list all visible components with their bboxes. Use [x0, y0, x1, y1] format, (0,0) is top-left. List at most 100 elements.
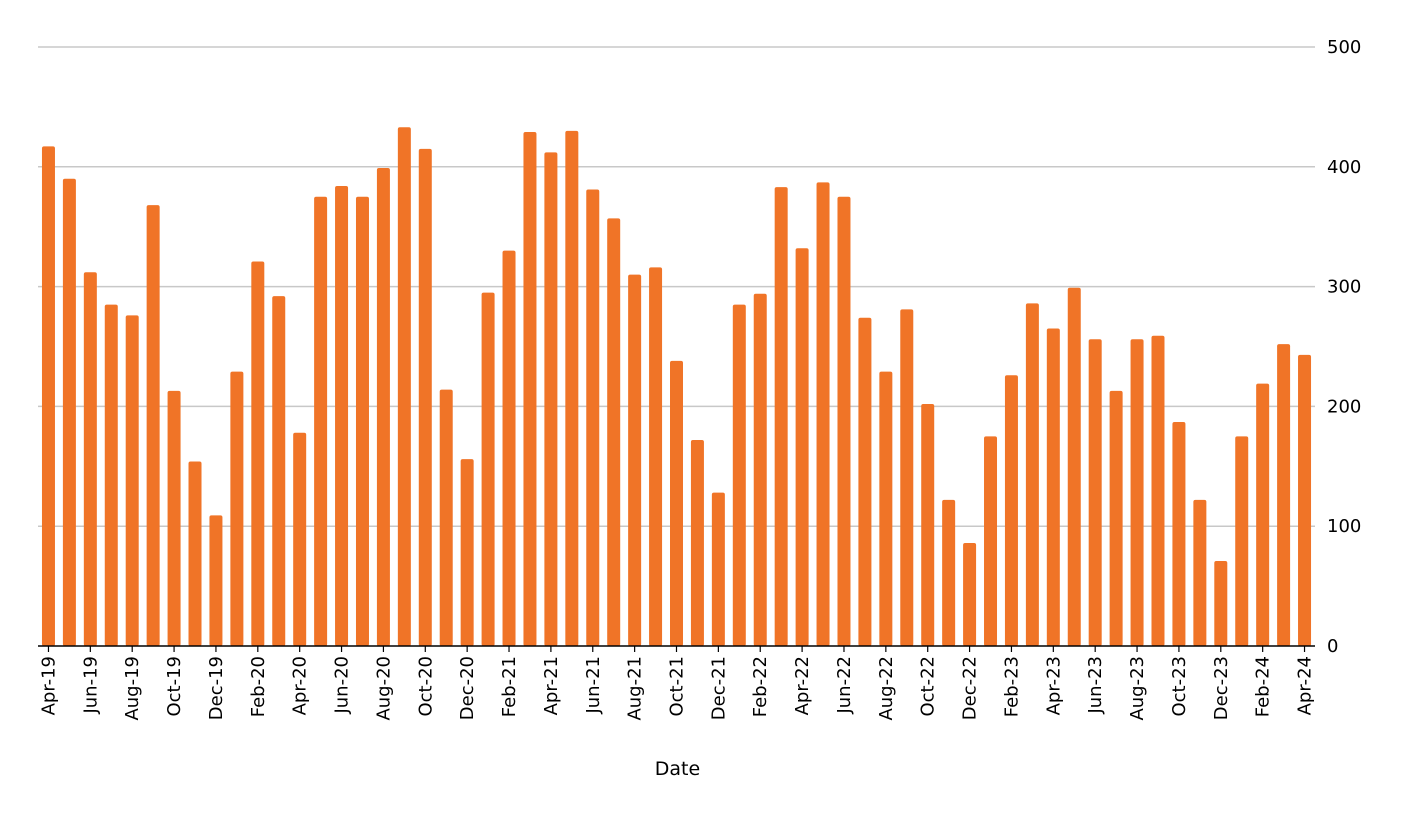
bar-Apr-22 [795, 248, 809, 647]
y-tick-label: 100 [1327, 516, 1361, 537]
x-tick-label: Apr-24 [1295, 656, 1316, 715]
bar-Nov-19 [188, 461, 202, 646]
bar-Feb-24 [1256, 383, 1270, 646]
y-tick-label: 500 [1327, 37, 1361, 58]
bar-Jan-23 [984, 436, 998, 646]
x-axis-title: Date [655, 758, 700, 780]
x-tick-label: Jun-19 [80, 656, 101, 715]
bar-Nov-22 [942, 499, 956, 646]
bar-Sep-20 [397, 127, 411, 647]
bar-Mar-20 [272, 296, 286, 646]
x-tick-label: Dec-22 [960, 656, 981, 720]
bar-Apr-24 [1298, 354, 1312, 646]
x-tick-label: Oct-19 [164, 656, 185, 717]
bar-Sep-19 [146, 205, 160, 647]
y-tick-label: 400 [1327, 157, 1361, 178]
bar-Aug-20 [376, 167, 390, 647]
x-tick-label: Aug-23 [1127, 656, 1148, 721]
x-tick-label: Oct-21 [667, 656, 688, 717]
bar-Jan-24 [1235, 436, 1249, 646]
bar-Feb-20 [251, 261, 265, 646]
bar-Jun-21 [586, 189, 600, 646]
bar-Jul-21 [607, 218, 621, 646]
bar-Jun-20 [335, 185, 349, 646]
bar-Dec-21 [711, 492, 725, 646]
bar-Dec-22 [963, 542, 977, 646]
bar-Jul-20 [355, 196, 369, 646]
bar-Jul-23 [1109, 390, 1123, 646]
y-tick-label: 300 [1327, 277, 1361, 298]
x-tick-label: Dec-19 [206, 656, 227, 720]
bar-May-23 [1067, 287, 1081, 646]
bar-Nov-23 [1193, 499, 1207, 646]
x-tick-label: Aug-20 [373, 656, 394, 721]
x-tick-label: Apr-20 [290, 656, 311, 715]
x-tick-label: Oct-23 [1169, 656, 1190, 717]
x-tick-label: Feb-20 [248, 656, 269, 717]
bar-May-22 [816, 182, 830, 646]
x-tick-label: Feb-23 [1001, 656, 1022, 717]
bar-Jan-22 [732, 304, 746, 646]
bar-Oct-23 [1172, 421, 1186, 646]
bar-Jun-23 [1088, 339, 1102, 646]
x-tick-label: Apr-19 [38, 656, 59, 715]
x-tick-label: Apr-22 [792, 656, 813, 715]
bar-Mar-23 [1025, 303, 1039, 646]
bar-Nov-20 [439, 389, 453, 646]
bar-Apr-23 [1046, 328, 1060, 646]
bars [41, 127, 1312, 647]
x-tick-label: Dec-20 [457, 656, 478, 720]
x-tick-label: Dec-21 [708, 656, 729, 720]
x-tick-label: Jun-22 [834, 656, 855, 715]
bar-May-20 [314, 196, 328, 646]
bar-Sep-21 [649, 267, 663, 646]
y-tick-label: 200 [1327, 396, 1361, 417]
bar-May-19 [62, 178, 76, 646]
bar-Oct-19 [167, 390, 181, 646]
bar-Jun-19 [83, 272, 97, 646]
bar-Jan-20 [230, 371, 244, 646]
x-tick-label: Feb-24 [1253, 656, 1274, 717]
bar-Apr-19 [41, 146, 55, 646]
x-tick-label: Feb-21 [499, 656, 520, 717]
bar-Apr-20 [293, 432, 307, 646]
bar-Feb-21 [502, 250, 516, 646]
x-tick-label: Aug-21 [625, 656, 646, 721]
bar-Jun-22 [837, 196, 851, 646]
y-tick-label: 0 [1327, 636, 1338, 657]
bar-Dec-23 [1214, 560, 1228, 646]
x-tick-label: Jun-21 [583, 656, 604, 715]
x-tick-label: Apr-23 [1043, 656, 1064, 715]
y-axis-ticks: 0 100 200 300 400 500 [1327, 37, 1361, 657]
bar-Aug-23 [1130, 339, 1144, 646]
x-tick-label: Aug-19 [122, 656, 143, 721]
bar-Dec-20 [460, 459, 474, 646]
bar-Feb-22 [753, 293, 767, 646]
bar-May-21 [565, 130, 579, 647]
bar-Feb-23 [1004, 375, 1018, 646]
bar-Aug-19 [125, 315, 139, 646]
x-tick-label: Jun-20 [332, 656, 353, 715]
bar-Jan-21 [481, 292, 495, 646]
bar-Oct-21 [670, 360, 683, 646]
x-tick-label: Oct-22 [918, 656, 939, 717]
bar-Dec-19 [209, 515, 223, 646]
x-tick-label: Aug-22 [876, 656, 897, 721]
x-tick-label: Jun-23 [1085, 656, 1106, 715]
bar-Mar-21 [523, 132, 537, 647]
bar-Jul-19 [104, 304, 118, 646]
bar-Sep-23 [1151, 335, 1165, 646]
bar-Jul-22 [858, 317, 872, 646]
bar-Aug-21 [628, 274, 642, 646]
bar-Apr-21 [544, 152, 558, 646]
x-tick-label: Dec-23 [1211, 656, 1232, 720]
bar-Sep-22 [900, 309, 914, 646]
bar-Oct-20 [418, 148, 432, 646]
bar-Nov-21 [690, 439, 704, 646]
bar-Oct-22 [921, 404, 935, 646]
bar-Mar-22 [774, 187, 788, 646]
x-tick-label: Feb-22 [750, 656, 771, 717]
x-tick-label: Apr-21 [541, 656, 562, 715]
